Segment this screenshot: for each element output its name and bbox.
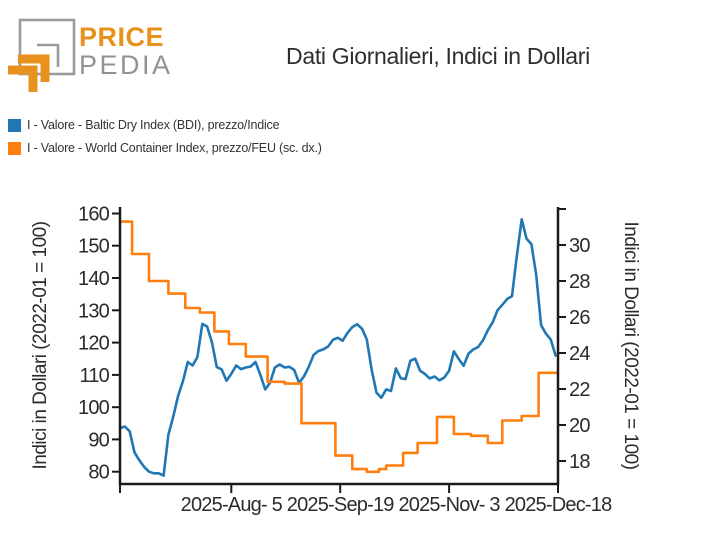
legend-swatch-wci bbox=[8, 141, 21, 155]
svg-text:110: 110 bbox=[80, 365, 110, 387]
svg-text:24: 24 bbox=[569, 343, 590, 365]
logo-word-pedia: PEDIA bbox=[79, 50, 173, 80]
legend-item-wci: I - Valore - World Container Index, prez… bbox=[8, 141, 322, 155]
svg-text:20: 20 bbox=[569, 415, 590, 437]
pricepedia-logo-icon bbox=[8, 18, 76, 92]
axis-right: 30 28 26 24 22 20 18 Indici in Dollari (2022-01… bbox=[558, 208, 641, 473]
x-tick-label: 2025-Nov- 3 bbox=[398, 494, 500, 516]
series-lines bbox=[118, 218, 560, 477]
legend-label-bdi: I - Valore - Baltic Dry Index (BDI), pre… bbox=[27, 118, 280, 132]
svg-text:130: 130 bbox=[78, 300, 110, 322]
svg-text:30: 30 bbox=[569, 235, 590, 257]
svg-text:100: 100 bbox=[78, 397, 110, 419]
svg-text:26: 26 bbox=[569, 307, 590, 329]
svg-text:150: 150 bbox=[78, 236, 110, 258]
svg-text:80: 80 bbox=[88, 462, 109, 484]
svg-text:18: 18 bbox=[569, 451, 590, 473]
svg-text:120: 120 bbox=[78, 333, 110, 355]
x-tick-label: 2025-Sep-19 bbox=[287, 494, 395, 516]
series-wci-line bbox=[118, 220, 560, 474]
svg-text:22: 22 bbox=[569, 379, 590, 401]
legend-swatch-bdi bbox=[8, 118, 21, 132]
axis-left: 160 150 140 130 120 110 100 90 80 Indici in Dolla… bbox=[30, 204, 120, 484]
logo-word-price: PRICE bbox=[79, 22, 165, 52]
chart-title: Dati Giornalieri, Indici in Dollari bbox=[286, 43, 590, 69]
axes-frame bbox=[118, 207, 560, 486]
chart-legend: I - Valore - Baltic Dry Index (BDI), pre… bbox=[8, 118, 322, 164]
svg-text:28: 28 bbox=[569, 271, 590, 293]
axis-left-label: Indici in Dollari (2022-01 = 100) bbox=[30, 221, 51, 469]
legend-item-bdi: I - Valore - Baltic Dry Index (BDI), pre… bbox=[8, 118, 322, 132]
x-tick-label: 2025-Dec-18 bbox=[505, 494, 613, 516]
svg-text:140: 140 bbox=[78, 268, 110, 290]
axis-right-label: Indici in Dollari (2022-01 = 100) bbox=[620, 221, 641, 469]
series-bdi-line bbox=[118, 218, 557, 477]
svg-text:160: 160 bbox=[78, 204, 110, 226]
svg-text:90: 90 bbox=[88, 429, 109, 451]
axis-bottom: 2025-Aug- 5 2025-Sep-19 2025-Nov- 3 2025-De… bbox=[119, 484, 613, 516]
x-tick-label: 2025-Aug- 5 bbox=[181, 494, 283, 516]
legend-label-wci: I - Valore - World Container Index, prez… bbox=[27, 141, 322, 155]
